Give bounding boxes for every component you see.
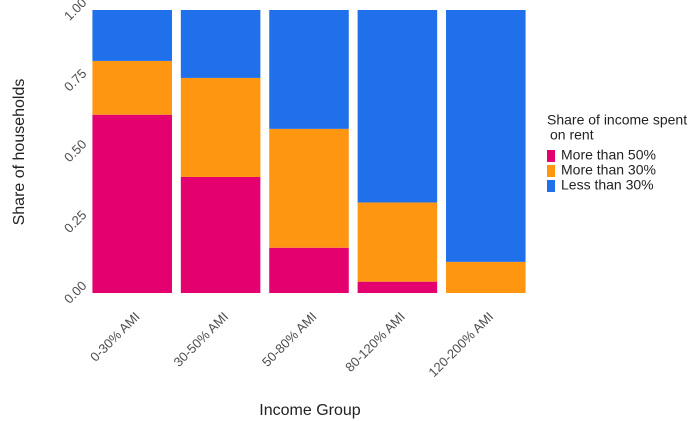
x-tick-label: 30-50% AMI bbox=[170, 309, 231, 370]
bar-segment bbox=[180, 77, 261, 177]
x-tick-label: 80-120% AMI bbox=[342, 309, 408, 375]
bar-segment bbox=[180, 10, 261, 78]
bar-segment bbox=[357, 281, 438, 293]
bar-segment bbox=[269, 247, 349, 293]
bar-segment bbox=[92, 114, 172, 294]
bar-segment bbox=[269, 10, 349, 129]
bar-segment bbox=[357, 202, 438, 282]
y-tick-label: 1.00 bbox=[61, 0, 90, 24]
y-tick-label: 0.50 bbox=[61, 136, 90, 165]
y-tick-label: 0.00 bbox=[61, 278, 90, 307]
legend-swatch bbox=[547, 150, 555, 162]
bar-segment bbox=[180, 176, 261, 293]
legend-label: More than 50% bbox=[561, 147, 656, 163]
x-axis-title: Income Group bbox=[259, 402, 360, 419]
x-tick-label: 0-30% AMI bbox=[87, 309, 143, 365]
bar-segment bbox=[446, 261, 526, 293]
bar-segment bbox=[92, 10, 172, 61]
x-tick-label: 120-200% AMI bbox=[425, 309, 496, 380]
legend-swatch bbox=[547, 165, 555, 177]
legend-title: Share of income spent bbox=[547, 112, 687, 128]
legend-title: on rent bbox=[550, 127, 594, 143]
y-axis-title: Share of households bbox=[11, 79, 28, 226]
legend-swatch bbox=[547, 180, 555, 192]
bar-segment bbox=[269, 128, 349, 248]
y-tick-label: 0.75 bbox=[61, 66, 90, 95]
bar-segment bbox=[446, 10, 526, 262]
y-tick-label: 0.25 bbox=[61, 207, 90, 236]
bar-segment bbox=[357, 10, 438, 203]
legend-label: Less than 30% bbox=[561, 177, 654, 193]
x-tick-label: 50-80% AMI bbox=[259, 309, 320, 370]
bar-segment bbox=[92, 60, 172, 115]
legend-label: More than 30% bbox=[561, 162, 656, 178]
